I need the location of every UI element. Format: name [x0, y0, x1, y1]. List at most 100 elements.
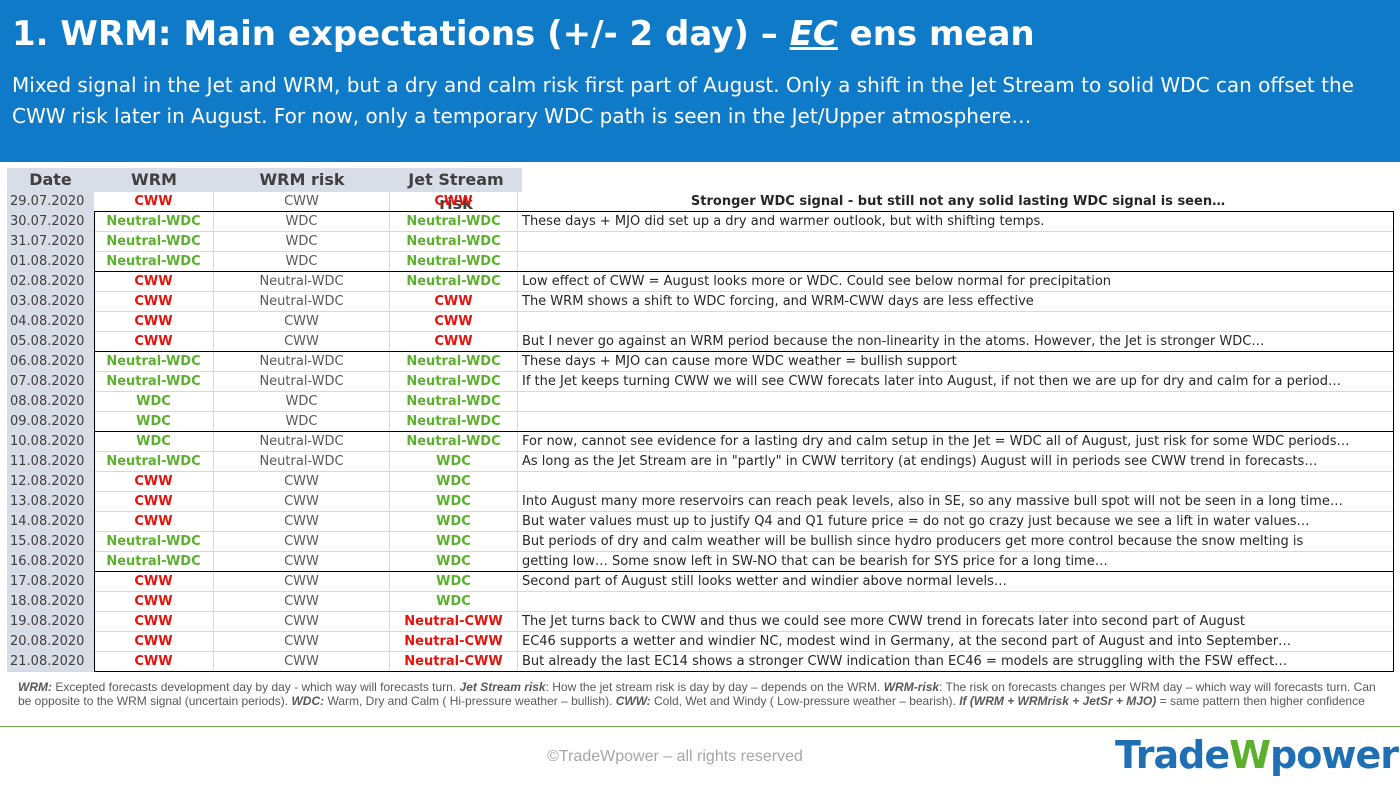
row-date: 31.07.2020 — [7, 232, 94, 252]
footnote-wrm-term: WRM: — [18, 680, 52, 694]
table-row: 19.08.2020 CWW CWW Neutral-CWW The Jet turns… — [7, 612, 1394, 632]
table-row: 29.07.2020 CWW CWW CWW Stronger WDC signal -… — [7, 192, 1394, 212]
footnote-wrm-def: Excepted forecasts development day by da… — [51, 680, 460, 694]
row-comment: As long as the Jet Stream are in "partly… — [518, 452, 1394, 472]
table-row: 13.08.2020 CWW CWW WDC Into August many more… — [7, 492, 1394, 512]
row-comment: Stronger WDC signal - but still not any … — [518, 192, 1394, 212]
footnote-wdc-def: Warm, Dry and Calm ( Hi-pressure weather… — [324, 694, 616, 708]
row-wrm-risk: WDC — [214, 212, 390, 232]
row-jet-stream-risk: WDC — [390, 452, 518, 472]
row-date: 03.08.2020 — [7, 292, 94, 312]
row-comment: For now, cannot see evidence for a lasti… — [518, 432, 1394, 452]
table-row: 20.08.2020 CWW CWW Neutral-CWW EC46 supports… — [7, 632, 1394, 652]
row-wrm: CWW — [94, 572, 214, 592]
row-wrm: CWW — [94, 312, 214, 332]
row-wrm-risk: CWW — [214, 612, 390, 632]
row-date: 06.08.2020 — [7, 352, 94, 372]
footer-divider — [0, 726, 1400, 727]
legend-footnote: WRM: Excepted forecasts development day … — [18, 680, 1388, 708]
page-title: 1. WRM: Main expectations (+/- 2 day) – … — [12, 14, 1035, 54]
row-jet-stream-risk: WDC — [390, 532, 518, 552]
table-row: 07.08.2020 Neutral-WDC Neutral-WDC Neutral-… — [7, 372, 1394, 392]
header-date: Date — [29, 170, 72, 189]
row-date: 16.08.2020 — [7, 552, 94, 572]
row-jet-stream-risk: CWW — [390, 292, 518, 312]
row-comment: But water values must up to justify Q4 a… — [518, 512, 1394, 532]
row-wrm: CWW — [94, 512, 214, 532]
row-comment: If the Jet keeps turning CWW we will see… — [518, 372, 1394, 392]
row-wrm: Neutral-WDC — [94, 232, 214, 252]
row-date: 08.08.2020 — [7, 392, 94, 412]
row-date: 05.08.2020 — [7, 332, 94, 352]
table-row: 04.08.2020 CWW CWW CWW — [7, 312, 1394, 332]
row-wrm: CWW — [94, 652, 214, 672]
row-comment — [518, 252, 1394, 272]
row-wrm-risk: Neutral-WDC — [214, 452, 390, 472]
row-jet-stream-risk: Neutral-WDC — [390, 412, 518, 432]
row-wrm: CWW — [94, 492, 214, 512]
row-wrm: CWW — [94, 632, 214, 652]
row-wrm-risk: CWW — [214, 552, 390, 572]
row-wrm: CWW — [94, 272, 214, 292]
row-comment — [518, 412, 1394, 432]
row-wrm-risk: WDC — [214, 392, 390, 412]
row-jet-stream-risk: CWW — [390, 332, 518, 352]
row-date: 17.08.2020 — [7, 572, 94, 592]
row-wrm: Neutral-WDC — [94, 372, 214, 392]
row-jet-stream-risk: Neutral-WDC — [390, 372, 518, 392]
table-row: 15.08.2020 Neutral-WDC CWW WDC But periods o… — [7, 532, 1394, 552]
row-date: 13.08.2020 — [7, 492, 94, 512]
logo-w: W — [1229, 733, 1271, 777]
row-wrm-risk: Neutral-WDC — [214, 272, 390, 292]
table-row: 31.07.2020 Neutral-WDC WDC Neutral-WDC — [7, 232, 1394, 252]
footnote-jet-term: Jet Stream risk — [459, 680, 546, 694]
row-wrm-risk: CWW — [214, 512, 390, 532]
row-jet-stream-risk: CWW — [390, 312, 518, 332]
table-row: 02.08.2020 CWW Neutral-WDC Neutral-WDC Low e… — [7, 272, 1394, 292]
table-row: 05.08.2020 CWW CWW CWW But I never go agains… — [7, 332, 1394, 352]
footnote-risk-term: WRM-risk — [883, 680, 940, 694]
row-jet-stream-risk: WDC — [390, 472, 518, 492]
row-date: 19.08.2020 — [7, 612, 94, 632]
page-subtitle: Mixed signal in the Jet and WRM, but a d… — [12, 73, 1354, 128]
row-wrm: CWW — [94, 612, 214, 632]
row-date: 09.08.2020 — [7, 412, 94, 432]
row-jet-stream-risk: Neutral-WDC — [390, 232, 518, 252]
row-wrm: CWW — [94, 592, 214, 612]
row-jet-stream-risk: WDC — [390, 592, 518, 612]
row-jet-stream-risk: Neutral-WDC — [390, 272, 518, 292]
table-row: 10.08.2020 WDC Neutral-WDC Neutral-WDC For n… — [7, 432, 1394, 452]
row-comment: EC46 supports a wetter and windier NC, m… — [518, 632, 1394, 652]
row-comment — [518, 392, 1394, 412]
footnote-wdc-term: WDC: — [291, 694, 325, 708]
row-jet-stream-risk: Neutral-WDC — [390, 432, 518, 452]
row-wrm-risk: Neutral-WDC — [214, 372, 390, 392]
row-wrm: CWW — [94, 292, 214, 312]
header-wrm-risk: WRM risk — [259, 170, 345, 189]
table-row: 01.08.2020 Neutral-WDC WDC Neutral-WDC — [7, 252, 1394, 272]
row-comment: These days + MJO did set up a dry and wa… — [518, 212, 1394, 232]
row-wrm: Neutral-WDC — [94, 532, 214, 552]
row-jet-stream-risk: Neutral-WDC — [390, 252, 518, 272]
row-date: 12.08.2020 — [7, 472, 94, 492]
row-date: 15.08.2020 — [7, 532, 94, 552]
copyright-text: ©TradeWpower – all rights reserved — [547, 748, 803, 765]
row-comment — [518, 592, 1394, 612]
row-jet-stream-risk: Neutral-WDC — [390, 352, 518, 372]
table-row: 11.08.2020 Neutral-WDC Neutral-WDC WDC As lo… — [7, 452, 1394, 472]
footnote-risk-def: : The risk on forecasts changes per WRM … — [18, 680, 1376, 708]
title-ec: EC — [789, 14, 838, 54]
footnote-cww-def: Cold, Wet and Windy ( Low-pressure weath… — [650, 694, 960, 708]
logo-power: power — [1270, 733, 1399, 777]
row-comment: But I never go against an WRM period bec… — [518, 332, 1394, 352]
header-wrm: WRM — [131, 170, 177, 189]
row-wrm: Neutral-WDC — [94, 552, 214, 572]
row-wrm-risk: CWW — [214, 632, 390, 652]
row-jet-stream-risk: WDC — [390, 512, 518, 532]
row-comment: These days + MJO can cause more WDC weat… — [518, 352, 1394, 372]
row-comment: But periods of dry and calm weather will… — [518, 532, 1394, 552]
row-jet-stream-risk: Neutral-CWW — [390, 652, 518, 672]
row-wrm: CWW — [94, 472, 214, 492]
table-row: 08.08.2020 WDC WDC Neutral-WDC — [7, 392, 1394, 412]
row-comment — [518, 312, 1394, 332]
